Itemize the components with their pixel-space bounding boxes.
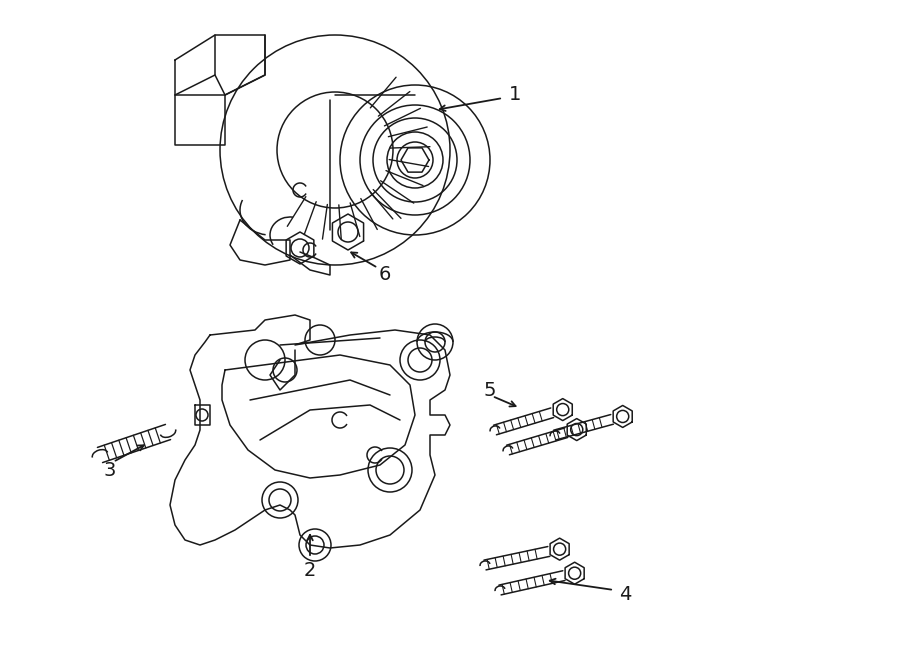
Text: 3: 3 <box>104 461 116 479</box>
Text: 4: 4 <box>619 586 631 605</box>
Text: 5: 5 <box>484 381 496 399</box>
Text: 2: 2 <box>304 561 316 580</box>
Text: 1: 1 <box>508 85 521 104</box>
Text: 6: 6 <box>379 266 392 284</box>
